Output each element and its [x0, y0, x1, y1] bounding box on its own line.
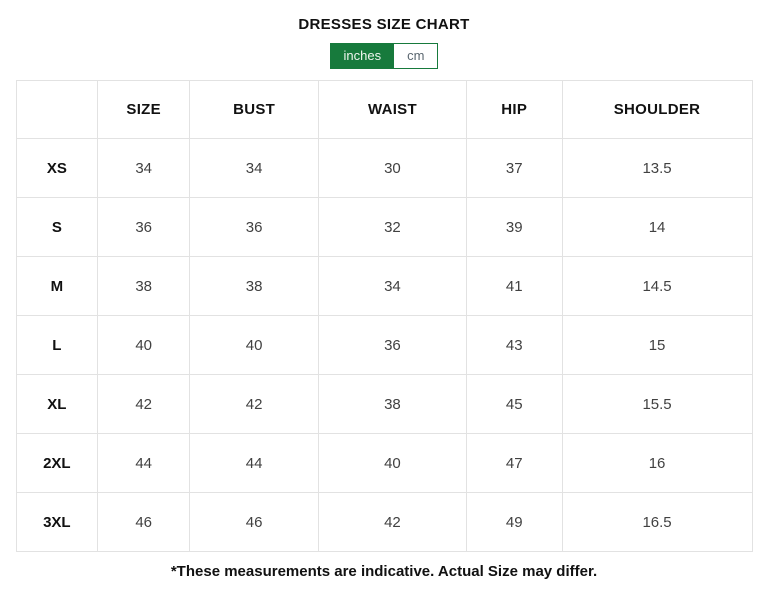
- size-label: M: [15, 256, 99, 316]
- measurement-cell: 42: [317, 492, 467, 552]
- unit-inches-button[interactable]: inches: [330, 44, 395, 68]
- measurement-cell: 47: [465, 433, 563, 493]
- measurement-cell: 13.5: [561, 138, 753, 198]
- measurement-cell: 36: [317, 315, 467, 375]
- measurement-cell: 38: [97, 256, 191, 316]
- unit-toggle: inches cm: [329, 43, 439, 69]
- unit-cm-button[interactable]: cm: [394, 44, 438, 68]
- table-row: 2XL 44 44 40 47 16: [15, 433, 753, 493]
- size-label: 3XL: [15, 492, 99, 552]
- measurement-cell: 42: [97, 374, 191, 434]
- measurement-cell: 34: [97, 138, 191, 198]
- size-label: 2XL: [15, 433, 99, 493]
- column-header-bust: BUST: [189, 80, 319, 139]
- table-row: M 38 38 34 41 14.5: [15, 256, 753, 316]
- measurement-cell: 49: [465, 492, 563, 552]
- measurement-cell: 14.5: [561, 256, 753, 316]
- measurement-cell: 39: [465, 197, 563, 257]
- disclaimer-text: *These measurements are indicative. Actu…: [170, 563, 598, 580]
- size-chart-table: SIZE BUST WAIST HIP SHOULDER XS 34 34 30 37 13.5 S…: [15, 80, 753, 552]
- measurement-cell: 41: [465, 256, 563, 316]
- measurement-cell: 37: [465, 138, 563, 198]
- measurement-cell: 16.5: [561, 492, 753, 552]
- table-header-row: SIZE BUST WAIST HIP SHOULDER: [15, 80, 753, 139]
- measurement-cell: 40: [317, 433, 467, 493]
- size-label: S: [15, 197, 99, 257]
- measurement-cell: 40: [97, 315, 191, 375]
- column-header-waist: WAIST: [317, 80, 467, 139]
- measurement-cell: 44: [97, 433, 191, 493]
- column-header-size: SIZE: [97, 80, 191, 139]
- measurement-cell: 32: [317, 197, 467, 257]
- measurement-cell: 34: [189, 138, 319, 198]
- measurement-cell: 14: [561, 197, 753, 257]
- measurement-cell: 45: [465, 374, 563, 434]
- measurement-cell: 15: [561, 315, 753, 375]
- corner-cell: [15, 80, 99, 139]
- measurement-cell: 46: [189, 492, 319, 552]
- table-row: S 36 36 32 39 14: [15, 197, 753, 257]
- measurement-cell: 15.5: [561, 374, 753, 434]
- measurement-cell: 38: [189, 256, 319, 316]
- measurement-cell: 36: [97, 197, 191, 257]
- measurement-cell: 40: [189, 315, 319, 375]
- size-label: XL: [15, 374, 99, 434]
- column-header-shoulder: SHOULDER: [561, 80, 753, 139]
- measurement-cell: 38: [317, 374, 467, 434]
- size-label: XS: [15, 138, 99, 198]
- measurement-cell: 16: [561, 433, 753, 493]
- page-title: DRESSES SIZE CHART: [298, 16, 470, 33]
- column-header-hip: HIP: [465, 80, 563, 139]
- measurement-cell: 46: [97, 492, 191, 552]
- table-row: 3XL 46 46 42 49 16.5: [15, 492, 753, 552]
- table-row: XS 34 34 30 37 13.5: [15, 138, 753, 198]
- measurement-cell: 30: [317, 138, 467, 198]
- measurement-cell: 44: [189, 433, 319, 493]
- measurement-cell: 43: [465, 315, 563, 375]
- measurement-cell: 42: [189, 374, 319, 434]
- measurement-cell: 36: [189, 197, 319, 257]
- table-row: XL 42 42 38 45 15.5: [15, 374, 753, 434]
- size-label: L: [15, 315, 99, 375]
- table-row: L 40 40 36 43 15: [15, 315, 753, 375]
- measurement-cell: 34: [317, 256, 467, 316]
